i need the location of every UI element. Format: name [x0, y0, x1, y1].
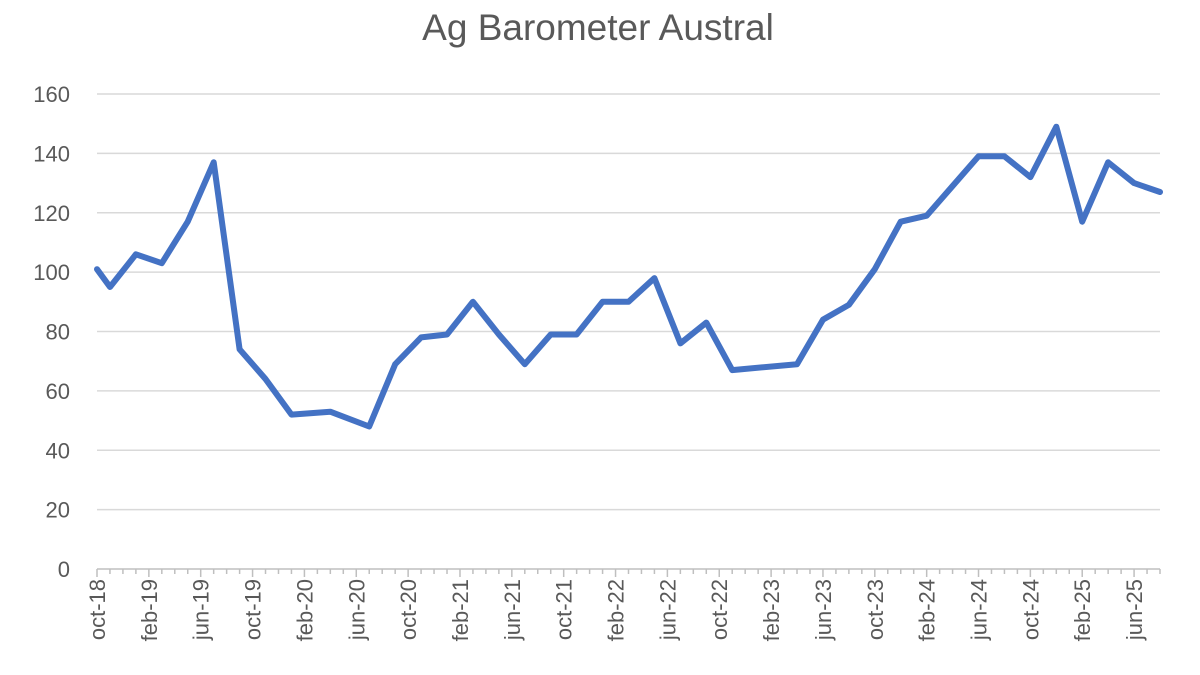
data-point: [626, 299, 631, 305]
data-point: [263, 376, 269, 382]
data-point: [703, 320, 709, 326]
data-point: [846, 302, 852, 308]
x-tick-label: jun-19: [189, 579, 214, 641]
x-axis: oct-18 feb-19 jun-19 oct-19 feb-20 jun-20 oct-…: [85, 568, 1161, 641]
x-tick-label: feb-21: [448, 579, 473, 641]
x-tick-label: oct-21: [552, 579, 577, 640]
data-point: [1001, 153, 1007, 159]
data-point: [185, 219, 191, 225]
data-point: [1131, 180, 1137, 186]
data-point: [872, 266, 878, 272]
x-tick-label: jun-23: [811, 579, 836, 641]
x-tick-label: oct-18: [85, 579, 110, 640]
data-point: [677, 340, 683, 346]
x-tick-label: feb-23: [759, 579, 784, 641]
y-tick-label: 160: [33, 82, 70, 107]
y-tick-label: 100: [33, 260, 70, 285]
data-point: [288, 412, 294, 418]
data-point: [574, 331, 580, 337]
data-point: [1157, 189, 1163, 195]
data-point: [107, 284, 113, 290]
data-point: [470, 299, 476, 305]
x-tick-label: feb-19: [137, 579, 162, 641]
x-tick-label: feb-24: [915, 579, 940, 641]
data-point: [496, 331, 502, 337]
data-point: [729, 367, 735, 373]
y-tick-label: 20: [46, 498, 70, 523]
y-tick-label: 0: [58, 557, 70, 582]
data-point: [1027, 174, 1033, 180]
x-tick-label: jun-22: [655, 579, 680, 641]
x-tick-label: jun-21: [500, 579, 525, 641]
y-tick-label: 80: [46, 320, 70, 345]
x-tick-label: feb-22: [604, 579, 629, 641]
data-point: [651, 275, 657, 281]
x-tick-label: oct-20: [396, 579, 421, 640]
x-tick-label: jun-24: [967, 579, 992, 641]
x-tick-label: oct-22: [707, 579, 732, 640]
data-point: [159, 260, 165, 266]
series-layer: [94, 123, 1163, 430]
data-point: [237, 346, 243, 352]
data-point: [924, 213, 930, 219]
y-axis-tick-labels: 0 20 40 60 80 100 120 140 160: [33, 82, 70, 582]
data-point: [327, 409, 333, 415]
data-point: [94, 266, 100, 272]
data-point: [444, 331, 450, 337]
data-point: [820, 317, 826, 323]
data-point: [1053, 124, 1059, 130]
y-tick-label: 60: [46, 379, 70, 404]
data-point: [418, 334, 424, 340]
data-point: [898, 219, 904, 225]
data-point: [794, 361, 800, 367]
data-point: [1079, 219, 1085, 225]
data-point: [522, 361, 528, 367]
data-point: [976, 153, 982, 159]
data-point: [211, 159, 217, 165]
data-point: [392, 361, 398, 367]
data-point: [548, 331, 554, 337]
y-tick-label: 120: [33, 201, 70, 226]
data-point: [950, 183, 956, 189]
y-tick-label: 40: [46, 438, 70, 463]
x-tick-label: oct-24: [1018, 579, 1043, 640]
x-tick-label: feb-25: [1070, 579, 1095, 641]
x-tick-label: oct-23: [863, 579, 888, 640]
chart-title: Ag Barometer Austral: [422, 7, 774, 48]
x-tick-label: jun-20: [344, 579, 369, 641]
data-point: [1105, 159, 1111, 165]
x-tick-label: oct-19: [241, 579, 266, 640]
x-tick-label: feb-20: [292, 579, 317, 641]
data-point: [366, 424, 372, 429]
series-line: [94, 123, 1163, 430]
data-point: [133, 251, 139, 257]
y-tick-label: 140: [33, 141, 70, 166]
x-tick-label: jun-25: [1122, 579, 1147, 641]
data-point: [600, 299, 606, 305]
